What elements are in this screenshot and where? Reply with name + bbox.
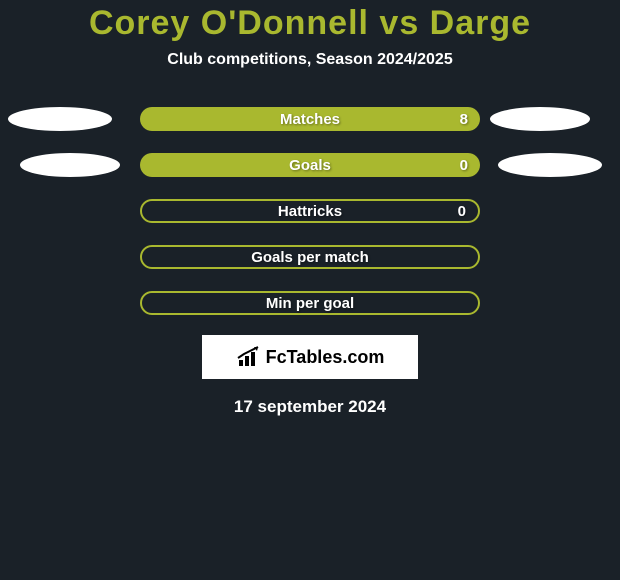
stat-value: 0 bbox=[458, 203, 466, 220]
stat-label: Min per goal bbox=[266, 295, 354, 312]
stat-row: Matches 8 bbox=[0, 107, 620, 131]
stat-row: Min per goal bbox=[0, 291, 620, 315]
stat-label: Matches bbox=[280, 111, 340, 128]
stat-row: Hattricks 0 bbox=[0, 199, 620, 223]
stat-row: Goals 0 bbox=[0, 153, 620, 177]
date-text: 17 september 2024 bbox=[0, 397, 620, 417]
stat-bar: Goals 0 bbox=[140, 153, 480, 177]
page-title: Corey O'Donnell vs Darge bbox=[0, 0, 620, 43]
chart-icon bbox=[236, 346, 262, 368]
subtitle: Club competitions, Season 2024/2025 bbox=[0, 51, 620, 69]
decorative-ellipse bbox=[498, 153, 602, 177]
decorative-ellipse bbox=[20, 153, 120, 177]
logo-text: FcTables.com bbox=[266, 347, 385, 368]
stat-rows: Matches 8 Goals 0 Hattricks 0 Goals per match M… bbox=[0, 107, 620, 315]
stat-value: 8 bbox=[460, 111, 468, 128]
decorative-ellipse bbox=[490, 107, 590, 131]
stat-bar: Goals per match bbox=[140, 245, 480, 269]
decorative-ellipse bbox=[8, 107, 112, 131]
stat-bar: Min per goal bbox=[140, 291, 480, 315]
stat-label: Goals per match bbox=[251, 249, 369, 266]
stat-label: Hattricks bbox=[278, 203, 342, 220]
stat-value: 0 bbox=[460, 157, 468, 174]
stat-label: Goals bbox=[289, 157, 331, 174]
stat-bar: Matches 8 bbox=[140, 107, 480, 131]
stat-bar: Hattricks 0 bbox=[140, 199, 480, 223]
stat-row: Goals per match bbox=[0, 245, 620, 269]
logo-box: FcTables.com bbox=[202, 335, 418, 379]
